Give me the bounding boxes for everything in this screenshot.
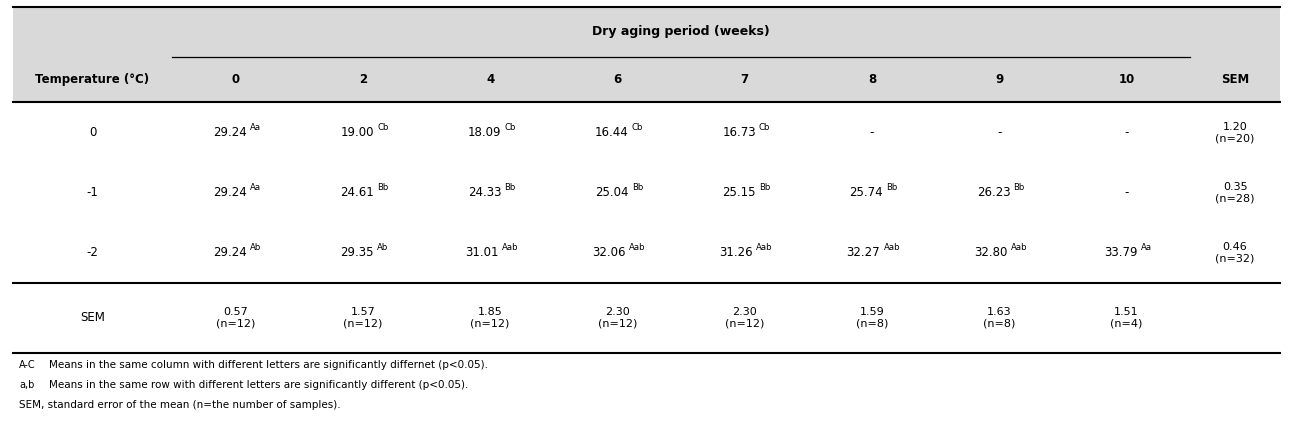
- Text: 0.35
(n=28): 0.35 (n=28): [1215, 182, 1256, 204]
- Text: 33.79: 33.79: [1104, 246, 1138, 259]
- Text: Dry aging period (weeks): Dry aging period (weeks): [592, 25, 769, 38]
- Text: A-C: A-C: [19, 361, 36, 371]
- Text: 25.15: 25.15: [723, 186, 756, 199]
- Text: Aab: Aab: [756, 243, 773, 252]
- Text: Aa: Aa: [250, 123, 261, 132]
- Text: 29.24: 29.24: [213, 186, 247, 199]
- Text: Bb: Bb: [759, 183, 771, 192]
- Text: Bb: Bb: [504, 183, 516, 192]
- Text: Aab: Aab: [883, 243, 900, 252]
- Text: 4: 4: [486, 73, 494, 86]
- Text: 16.73: 16.73: [723, 126, 756, 139]
- Text: Cb: Cb: [759, 123, 771, 132]
- Text: 29.35: 29.35: [340, 246, 374, 259]
- Text: 1.63
(n=8): 1.63 (n=8): [983, 307, 1015, 329]
- Text: -: -: [997, 126, 1002, 139]
- Text: Means in the same row with different letters are significantly different (p<0.05: Means in the same row with different let…: [49, 380, 468, 390]
- Text: 16.44: 16.44: [595, 126, 628, 139]
- Text: Ab: Ab: [378, 243, 388, 252]
- Text: SEM, standard error of the mean (n=the number of samples).: SEM, standard error of the mean (n=the n…: [19, 400, 341, 410]
- Text: 7: 7: [741, 73, 749, 86]
- Text: 24.61: 24.61: [340, 186, 374, 199]
- Text: 29.24: 29.24: [213, 126, 247, 139]
- Text: 19.00: 19.00: [340, 126, 374, 139]
- Text: 1.57
(n=12): 1.57 (n=12): [343, 307, 383, 329]
- Text: Aab: Aab: [1011, 243, 1028, 252]
- Text: 32.27: 32.27: [847, 246, 881, 259]
- Text: 8: 8: [868, 73, 877, 86]
- Text: 1.20
(n=20): 1.20 (n=20): [1215, 122, 1254, 143]
- Text: 2.30
(n=12): 2.30 (n=12): [725, 307, 764, 329]
- Text: Aab: Aab: [628, 243, 645, 252]
- Text: 6: 6: [613, 73, 622, 86]
- Text: 10: 10: [1118, 73, 1135, 86]
- Text: 18.09: 18.09: [468, 126, 502, 139]
- Text: Ab: Ab: [250, 243, 261, 252]
- Text: 0.57
(n=12): 0.57 (n=12): [216, 307, 255, 329]
- Text: Aab: Aab: [502, 243, 518, 252]
- Text: 26.23: 26.23: [976, 186, 1010, 199]
- Text: a,b: a,b: [19, 380, 35, 390]
- Text: 1.85
(n=12): 1.85 (n=12): [471, 307, 509, 329]
- Text: 32.06: 32.06: [592, 246, 626, 259]
- Text: 9: 9: [996, 73, 1003, 86]
- Text: 1.59
(n=8): 1.59 (n=8): [856, 307, 888, 329]
- Text: -: -: [1125, 126, 1129, 139]
- Text: 29.24: 29.24: [213, 246, 247, 259]
- Text: -: -: [870, 126, 874, 139]
- Text: Cb: Cb: [631, 123, 643, 132]
- Text: SEM: SEM: [80, 311, 105, 324]
- Text: Bb: Bb: [886, 183, 897, 192]
- Text: Temperature (°C): Temperature (°C): [35, 73, 150, 86]
- Text: 0: 0: [89, 126, 96, 139]
- Text: -1: -1: [87, 186, 98, 199]
- Text: 25.04: 25.04: [595, 186, 628, 199]
- Bar: [13, 7, 1280, 57]
- Text: Bb: Bb: [378, 183, 388, 192]
- Text: SEM: SEM: [1221, 73, 1249, 86]
- Text: 1.51
(n=4): 1.51 (n=4): [1111, 307, 1143, 329]
- Text: Aa: Aa: [250, 183, 261, 192]
- Bar: [13, 57, 1280, 102]
- Text: Bb: Bb: [631, 183, 643, 192]
- Text: Means in the same column with different letters are significantly differnet (p<0: Means in the same column with different …: [49, 361, 489, 371]
- Text: -: -: [1125, 186, 1129, 199]
- Text: Bb: Bb: [1014, 183, 1024, 192]
- Text: Cb: Cb: [378, 123, 388, 132]
- Text: 32.80: 32.80: [974, 246, 1007, 259]
- Text: 0: 0: [231, 73, 239, 86]
- Text: 24.33: 24.33: [468, 186, 502, 199]
- Text: -2: -2: [87, 246, 98, 259]
- Text: Aa: Aa: [1140, 243, 1152, 252]
- Text: 0.46
(n=32): 0.46 (n=32): [1215, 242, 1254, 264]
- Text: 31.26: 31.26: [719, 246, 753, 259]
- Text: 25.74: 25.74: [850, 186, 883, 199]
- Text: Cb: Cb: [504, 123, 516, 132]
- Text: 31.01: 31.01: [465, 246, 498, 259]
- Text: 2: 2: [359, 73, 367, 86]
- Text: 2.30
(n=12): 2.30 (n=12): [597, 307, 637, 329]
